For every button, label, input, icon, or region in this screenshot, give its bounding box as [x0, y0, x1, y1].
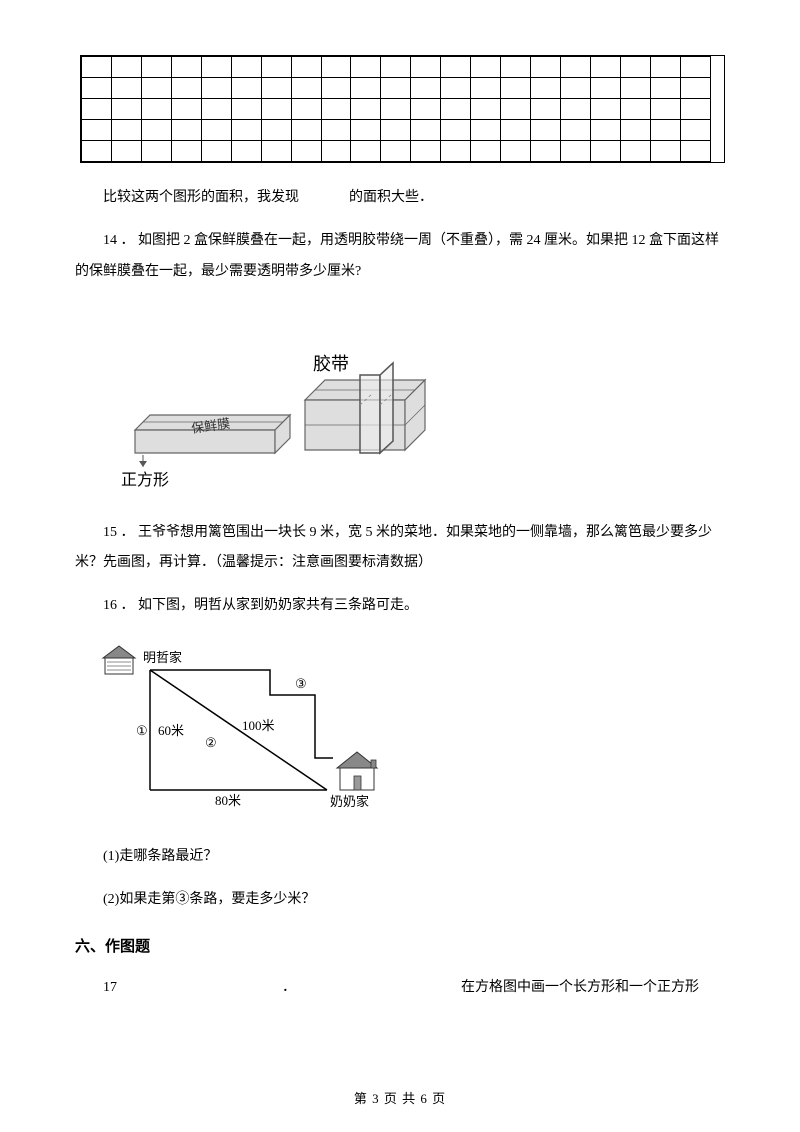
grid-table	[81, 56, 711, 162]
route-svg: 明哲家 奶奶家 ① 60米 ② 100米 ③ 80米	[95, 640, 405, 815]
boxes-tape-svg: 保鲜膜 正方形 胶带	[115, 305, 435, 490]
dist-1: 60米	[158, 723, 184, 738]
q17-dot: ．	[282, 980, 296, 995]
q17-line: 17 ． 在方格图中画一个长方形和一个正方形	[75, 973, 725, 1004]
q14-text: 14 ． 如图把 2 盒保鲜膜叠在一起，用透明胶带绕一周（不重叠），需 24 厘…	[75, 226, 725, 288]
answer-grid	[80, 55, 725, 163]
dist-3: 80米	[215, 793, 241, 808]
label-home1: 明哲家	[143, 650, 182, 665]
compare-head: 比较这两个图形的面积，我发现	[103, 190, 299, 205]
dist-2: 100米	[242, 718, 275, 733]
label-square: 正方形	[121, 471, 169, 489]
q16-sub2: (2)如果走第③条路，要走多少米？	[75, 885, 725, 916]
q17-text: 在方格图中画一个长方形和一个正方形	[461, 980, 699, 995]
section-6-title: 六、作图题	[75, 934, 725, 961]
figure-1: 保鲜膜 正方形 胶带	[115, 305, 725, 499]
house-1	[103, 646, 135, 674]
q15-text: 15 ． 王爷爷想用篱笆围出一块长 9 米，宽 5 米的菜地．如果菜地的一侧靠墙…	[75, 518, 725, 580]
q17-num: 17	[103, 980, 117, 995]
house-2	[337, 752, 377, 790]
page-footer: 第 3 页 共 6 页	[0, 1087, 800, 1110]
route-1: ①	[136, 723, 148, 738]
route-2: ②	[205, 735, 217, 750]
q16-sub1: (1)走哪条路最近？	[75, 842, 725, 873]
route-3: ③	[295, 676, 307, 691]
label-tape: 胶带	[313, 354, 349, 374]
compare-text: 比较这两个图形的面积，我发现 的面积大些．	[75, 183, 725, 214]
q16-text: 16 ． 如下图，明哲从家到奶奶家共有三条路可走。	[75, 591, 725, 622]
figure-2: 明哲家 奶奶家 ① 60米 ② 100米 ③ 80米	[95, 640, 725, 824]
label-home2: 奶奶家	[330, 794, 369, 809]
compare-tail: 的面积大些．	[349, 190, 433, 205]
